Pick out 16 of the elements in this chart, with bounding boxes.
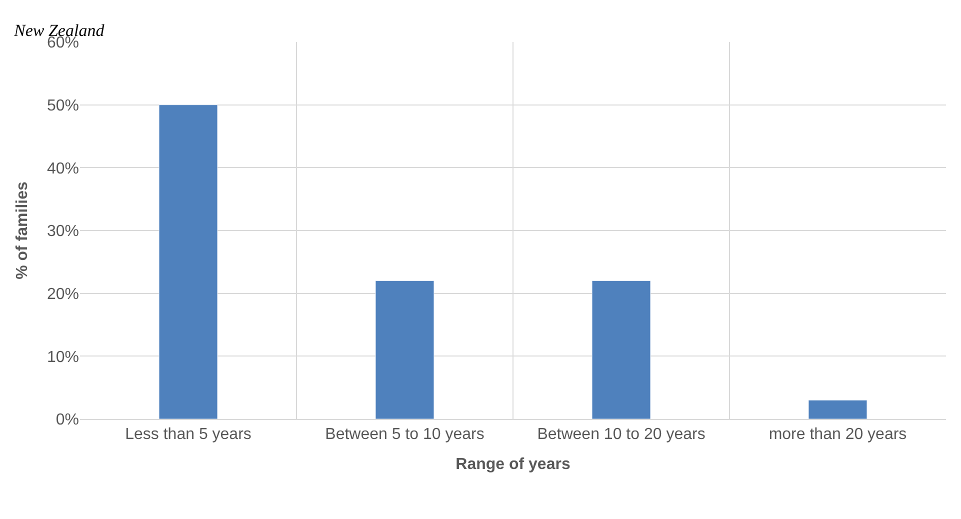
x-tick-label: Between 5 to 10 years <box>325 426 484 444</box>
bar <box>375 280 434 419</box>
y-tick-label: 30% <box>46 223 79 240</box>
y-tick-label: 20% <box>46 286 79 303</box>
y-axis-title: % of families <box>14 182 31 280</box>
bar <box>592 280 651 419</box>
x-tick-label: more than 20 years <box>768 426 907 444</box>
x-axis-title: Range of years <box>456 456 570 473</box>
bar <box>158 104 218 419</box>
y-tick-label: 40% <box>46 160 79 178</box>
bar <box>808 400 868 419</box>
x-tick-label: Between 10 to 20 years <box>537 426 706 444</box>
y-tick-label: 50% <box>46 97 79 114</box>
y-tick-label: 10% <box>46 348 79 366</box>
x-tick-label: Less than 5 years <box>125 426 252 444</box>
y-tick-label: 0% <box>56 412 79 429</box>
